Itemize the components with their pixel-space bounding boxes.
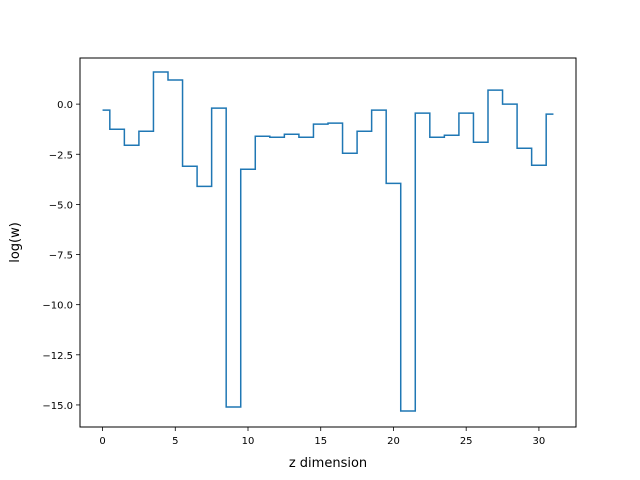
x-tick-label: 20 <box>387 436 400 447</box>
x-tick-label: 30 <box>533 436 546 447</box>
axes-frame <box>79 57 577 428</box>
x-axis-label: z dimension <box>289 456 367 471</box>
x-tick-label: 10 <box>242 436 255 447</box>
y-tick-label: −7.5 <box>49 251 73 262</box>
y-tick-label: 0.0 <box>57 100 73 111</box>
x-tick-label: 5 <box>172 436 178 447</box>
x-tick-label: 25 <box>460 436 473 447</box>
y-axis: 0.0 −2.5 −5.0 −7.5 −10.0 −12.5 −15.0 <box>42 100 80 412</box>
y-axis-label: log(w) <box>8 222 23 263</box>
series-line <box>102 71 554 412</box>
y-tick-label: −12.5 <box>42 351 73 362</box>
y-tick-label: −5.0 <box>49 200 73 211</box>
y-tick-label: −2.5 <box>49 150 73 161</box>
y-tick-label: −10.0 <box>42 301 73 312</box>
x-axis: 0 5 10 15 20 25 30 <box>99 427 545 447</box>
x-tick-label: 15 <box>314 436 327 447</box>
x-tick-label: 0 <box>99 436 105 447</box>
plot-area <box>102 71 554 412</box>
y-tick-label: −15.0 <box>42 401 73 412</box>
